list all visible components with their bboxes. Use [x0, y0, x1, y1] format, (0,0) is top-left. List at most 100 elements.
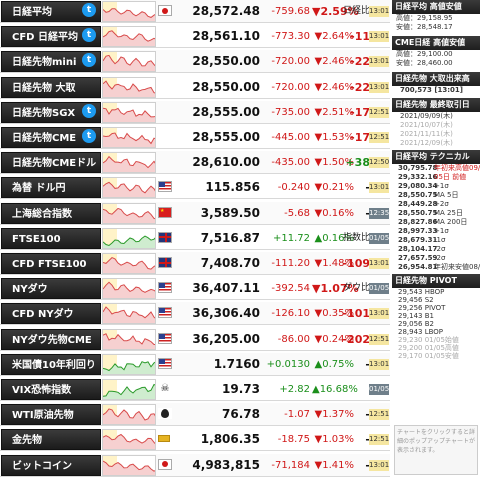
quote-row[interactable]: WTI原油先物 76.78 -1.07 ▼1.37% -12:51 [0, 403, 390, 427]
instrument-name[interactable]: CFD FTSE100 [1, 253, 101, 274]
instrument-name[interactable]: NYダウ [1, 278, 101, 300]
twitter-icon[interactable]: t [82, 129, 96, 143]
instrument-name[interactable]: CFD NYダウ [1, 303, 101, 325]
update-time: 12:51 [369, 333, 390, 345]
sparkline-chart[interactable] [103, 102, 156, 123]
sparkline-chart[interactable] [103, 2, 156, 22]
sparkline-chart[interactable] [103, 77, 156, 98]
quote-row[interactable]: 日経先物SGX t 28,555.00 -735.00 ▼2.51% -17 12:51 [0, 100, 390, 124]
quote-row[interactable]: CFD 日経平均 t 28,561.10 -773.30 ▼2.64% -11 13:01 [0, 25, 390, 49]
twitter-icon[interactable]: t [82, 103, 96, 118]
sparkline-chart[interactable] [103, 329, 156, 350]
quote-row[interactable]: 日経先物 大取 28,550.00 -720.00 ▼2.46% -22 13:01 [0, 75, 390, 99]
mini-chart[interactable] [102, 26, 156, 48]
quote-row[interactable]: 為替 ドル円 115.856 -0.240 ▼0.21% -13:01 [0, 176, 390, 200]
mini-chart[interactable] [102, 1, 156, 22]
mini-chart[interactable] [102, 454, 156, 476]
sparkline-chart[interactable] [103, 178, 156, 198]
instrument-name[interactable]: 金先物 [1, 429, 101, 451]
panel-header-nikkei-highlow: 日経平均 高値安値 [392, 0, 480, 14]
futures-volume: 700,573 [13:01] [400, 86, 463, 94]
instrument-name[interactable]: ビットコイン [1, 454, 101, 476]
mini-chart[interactable] [102, 429, 156, 451]
mini-chart[interactable] [102, 51, 156, 73]
instrument-name[interactable]: 日経先物CME [1, 127, 101, 148]
sparkline-chart[interactable] [103, 405, 156, 425]
instrument-name[interactable]: 日経先物CMEドル [1, 152, 101, 174]
quote-row[interactable]: FTSE100 7,516.87 +11.72 ▲0.16% 指数比 01/05 [0, 226, 390, 250]
quote-row[interactable]: CFD NYダウ 36,306.40 -126.10 ▼0.35% -101 13:01 [0, 302, 390, 326]
instrument-name[interactable]: CFD 日経平均 [1, 26, 101, 48]
quote-row[interactable]: NYダウ 36,407.11 -392.54 ▼1.07% ダウ比 01/05 [0, 277, 390, 301]
quote-row[interactable]: 日経先物mini t 28,550.00 -720.00 ▼2.46% -22 13:01 [0, 50, 390, 74]
twitter-icon[interactable]: t [82, 28, 96, 43]
mini-chart[interactable] [102, 328, 156, 350]
sparkline-chart[interactable] [103, 430, 156, 450]
sparkline-chart[interactable] [103, 52, 156, 72]
sparkline-chart[interactable] [103, 27, 156, 47]
twitter-icon[interactable]: t [82, 3, 96, 17]
change: -111.20 [271, 258, 310, 269]
mini-chart[interactable] [102, 278, 156, 300]
change-percent: ▼2.59% [312, 5, 359, 18]
sparkline-chart[interactable] [103, 279, 156, 299]
price: 3,589.50 [200, 205, 260, 220]
sparkline-chart[interactable] [103, 254, 156, 274]
twitter-icon[interactable]: t [82, 53, 96, 68]
quote-row[interactable]: VIX恐怖指数 ☠ 19.73 +2.82 ▲16.68% 01/05 [0, 378, 390, 401]
mini-chart[interactable] [102, 404, 156, 426]
instrument-name[interactable]: 日経先物mini [1, 51, 101, 73]
instrument-name[interactable]: FTSE100 [1, 227, 101, 249]
quote-row[interactable]: CFD FTSE100 7,408.70 -111.20 ▼1.48% -109 13:0… [0, 252, 390, 275]
technical-value: 28,449.28 [398, 200, 438, 208]
change-percent: ▼0.35% [314, 308, 354, 320]
quote-row[interactable]: 日経先物CME t 28,555.00 -445.00 ▼1.53% -17 12:51 [0, 126, 390, 149]
sparkline-chart[interactable] [103, 304, 156, 324]
instrument-name[interactable]: 米国債10年利回り [1, 353, 101, 375]
sparkline-chart[interactable] [103, 128, 156, 148]
mini-chart[interactable] [102, 227, 156, 249]
mini-chart[interactable] [102, 76, 156, 98]
quote-row[interactable]: NYダウ先物CME 36,205.00 -86.00 ▼0.24% -202 12:51 [0, 327, 390, 351]
quote-row[interactable]: 米国債10年利回り 1.7160 +0.0130 ▲0.75% -13:01 [0, 352, 390, 376]
quote-row[interactable]: 日経先物CMEドル 28,610.00 -435.00 ▼1.50% +38 12:50 [0, 151, 390, 175]
instrument-name[interactable]: WTI原油先物 [1, 404, 101, 426]
mini-chart[interactable] [102, 353, 156, 375]
mini-chart[interactable] [102, 379, 156, 400]
mini-chart[interactable] [102, 253, 156, 274]
technical-label: -2σ [434, 245, 446, 253]
mini-chart[interactable] [102, 127, 156, 148]
mini-chart[interactable] [102, 101, 156, 123]
quote-row[interactable]: 上海総合指数 ★ 3,589.50 -5.68 ▼0.16% -12:35 [0, 201, 390, 225]
change-percent: ▼1.41% [314, 459, 354, 471]
instrument-name[interactable]: 日経先物SGX [1, 101, 101, 123]
change-percent: ▼1.03% [314, 434, 354, 446]
change: -735.00 [271, 106, 310, 118]
pivot-list: 29,543 HBOP 29,456 S2 29,256 PIVOT 29,143 B… [392, 288, 480, 360]
mini-chart[interactable] [102, 303, 156, 325]
sparkline-chart[interactable] [103, 455, 156, 476]
quote-row[interactable]: 金先物 1,806.35 -18.75 ▼1.03% -12:51 [0, 428, 390, 452]
sparkline-chart[interactable] [103, 228, 156, 249]
mini-chart[interactable] [102, 202, 156, 224]
right-panel: 日経平均 高値安値 高値：29,158.95 安値：28,548.17 CME日… [392, 0, 480, 479]
technical-item: 28,550.75 MA 5日 [392, 191, 480, 200]
mini-chart[interactable] [102, 177, 156, 199]
sparkline-chart[interactable] [103, 380, 156, 400]
change: -126.10 [271, 308, 310, 320]
instrument-name[interactable]: 為替 ドル円 [1, 177, 101, 199]
instrument-name[interactable]: NYダウ先物CME [1, 328, 101, 350]
sparkline-chart[interactable] [103, 153, 156, 173]
quote-row[interactable]: 日経平均 t 28,572.48 -759.68 ▼2.59% 日経比 13:01 [0, 0, 390, 23]
quote-row[interactable]: ビットコイン 4,983,815 -71,184 ▼1.41% -13:01 [0, 453, 390, 477]
technical-value: 28,550.75 [398, 209, 438, 217]
technical-label: -2σ [434, 254, 446, 262]
instrument-name[interactable]: VIX恐怖指数 [1, 379, 101, 400]
instrument-name[interactable]: 上海総合指数 [1, 202, 101, 224]
sparkline-chart[interactable] [103, 354, 156, 375]
mini-chart[interactable] [102, 152, 156, 174]
instrument-name[interactable]: 日経平均 [1, 1, 101, 22]
instrument-name[interactable]: 日経先物 大取 [1, 76, 101, 98]
sparkline-chart[interactable] [103, 203, 156, 224]
change: +0.0130 [266, 358, 310, 370]
